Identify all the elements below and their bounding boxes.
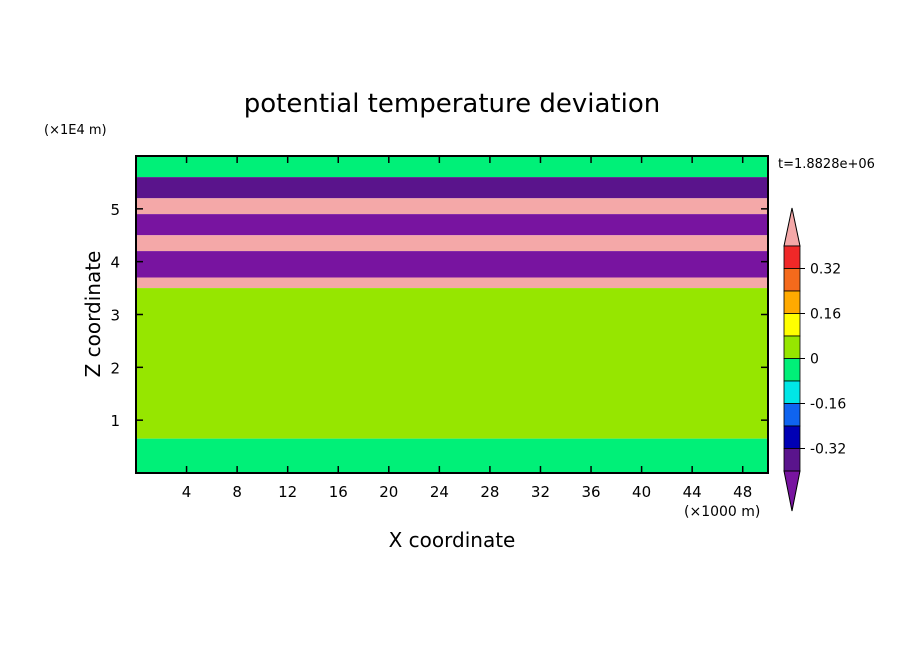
colorbar-tick-label: -0.32 xyxy=(810,442,846,458)
x-tick-label: 20 xyxy=(379,483,398,501)
colorbar-extend-max xyxy=(783,207,801,247)
colorbar-segment xyxy=(783,335,801,359)
colorbar-segment xyxy=(783,380,801,404)
y-tick-label: 3 xyxy=(110,307,120,325)
contour-band xyxy=(136,438,768,473)
x-tick-label: 24 xyxy=(430,483,449,501)
x-tick-label: 40 xyxy=(632,483,651,501)
colorbar-tick-label: -0.16 xyxy=(810,397,846,413)
colorbar-tick-label: 0 xyxy=(810,352,819,368)
contour-band xyxy=(136,277,768,289)
colorbar-segment xyxy=(783,313,801,337)
colorbar-segment xyxy=(783,425,801,449)
contour-band xyxy=(136,177,768,199)
y-axis-ticks: 1 2 3 4 5 xyxy=(110,201,768,430)
x-tick-label: 16 xyxy=(329,483,348,501)
x-tick-label: 36 xyxy=(581,483,600,501)
colorbar-segment xyxy=(783,290,801,314)
contour-band xyxy=(136,288,768,439)
x-tick-label: 4 xyxy=(182,483,192,501)
y-axis-label: Z coordinate xyxy=(81,251,105,378)
x-unit-label: (×1000 m) xyxy=(684,504,760,520)
colorbar-segment xyxy=(783,268,801,292)
colorbar: 0.32 0.16 0 -0.16 -0.32 xyxy=(783,207,846,512)
x-axis-ticks: 4 8 12 16 20 24 28 32 36 40 44 48 xyxy=(182,156,752,501)
y-tick-label: 4 xyxy=(110,254,120,272)
y-unit-label: (×1E4 m) xyxy=(44,123,107,138)
y-tick-label: 1 xyxy=(110,412,120,430)
colorbar-extend-min xyxy=(783,470,801,512)
contour-band xyxy=(136,198,768,215)
contour-band xyxy=(136,214,768,236)
colorbar-segment xyxy=(783,245,801,269)
x-tick-label: 44 xyxy=(683,483,702,501)
contour-band xyxy=(136,235,768,252)
contour-band xyxy=(136,156,768,178)
colorbar-tick-label: 0.32 xyxy=(810,262,841,278)
colorbar-tick-label: 0.16 xyxy=(810,307,841,323)
contour-field xyxy=(136,156,768,473)
colorbar-segment xyxy=(783,403,801,427)
colorbar-segment xyxy=(783,448,801,472)
y-tick-label: 5 xyxy=(110,201,120,219)
colorbar-segment xyxy=(783,358,801,382)
x-tick-label: 32 xyxy=(531,483,550,501)
x-tick-label: 8 xyxy=(232,483,242,501)
y-tick-label: 2 xyxy=(110,359,120,377)
chart-title: potential temperature deviation xyxy=(244,89,660,119)
x-tick-label: 28 xyxy=(480,483,499,501)
contour-band xyxy=(136,251,768,278)
time-label: t=1.8828e+06 xyxy=(778,157,875,172)
x-tick-label: 12 xyxy=(278,483,297,501)
x-axis-label: X coordinate xyxy=(389,528,516,552)
x-tick-label: 48 xyxy=(733,483,752,501)
